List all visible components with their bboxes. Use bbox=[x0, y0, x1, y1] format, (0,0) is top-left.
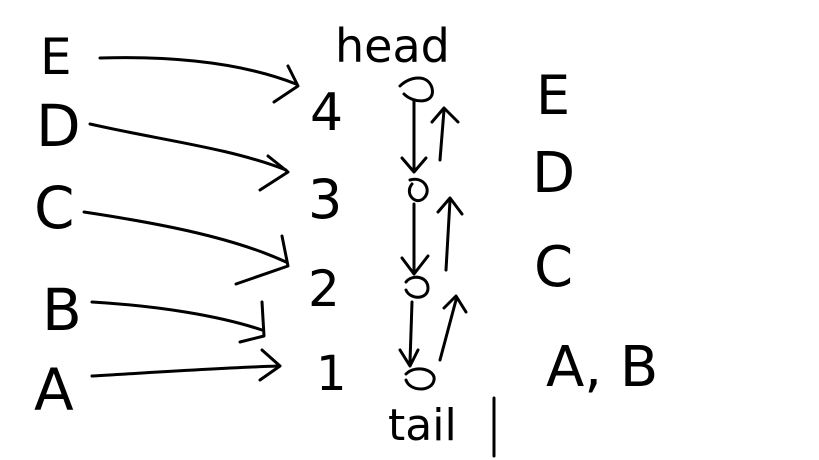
list-node-3 bbox=[407, 177, 429, 203]
link-down-4-3 bbox=[400, 98, 428, 174]
head-label: head bbox=[335, 19, 450, 73]
list-node-1 bbox=[404, 367, 436, 391]
arrow-d-to-3 bbox=[88, 122, 290, 192]
arrow-c-to-2 bbox=[82, 210, 290, 286]
link-up-2-3 bbox=[436, 196, 464, 272]
link-down-3-2 bbox=[400, 202, 430, 276]
link-down-2-1 bbox=[398, 300, 420, 368]
right-label-e: E bbox=[536, 64, 570, 127]
number-2: 2 bbox=[308, 260, 340, 318]
right-label-c: C bbox=[534, 235, 573, 300]
number-3: 3 bbox=[308, 168, 342, 231]
arrow-b-to-1 bbox=[90, 300, 266, 344]
right-label-d: D bbox=[532, 141, 575, 206]
number-4: 4 bbox=[310, 83, 343, 143]
tail-label: tail bbox=[388, 400, 457, 451]
left-node-c: C bbox=[34, 174, 75, 242]
left-node-e: E bbox=[40, 28, 72, 86]
arrow-e-to-4 bbox=[98, 56, 300, 104]
link-up-3-4 bbox=[430, 106, 460, 162]
link-up-1-2 bbox=[438, 294, 468, 362]
list-node-4 bbox=[398, 76, 434, 103]
arrow-a-to-1 bbox=[90, 348, 282, 382]
list-node-2 bbox=[404, 275, 430, 299]
number-1: 1 bbox=[316, 346, 347, 402]
left-node-d: D bbox=[36, 92, 81, 160]
left-node-b: B bbox=[42, 276, 82, 344]
left-node-a: A bbox=[34, 356, 74, 424]
right-label-ab: A, B bbox=[546, 335, 658, 400]
